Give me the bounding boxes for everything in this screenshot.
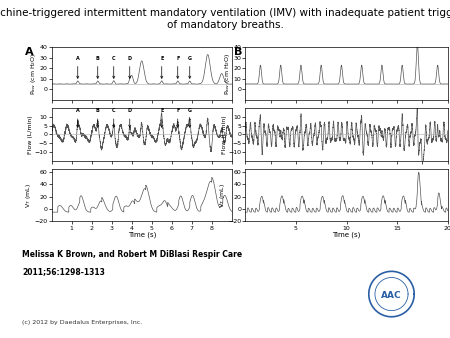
Text: E: E <box>160 56 163 78</box>
Text: E: E <box>160 108 163 127</box>
Text: B: B <box>96 56 99 78</box>
Text: C: C <box>112 56 116 78</box>
Y-axis label: Flow (L/min): Flow (L/min) <box>28 115 33 154</box>
Text: F: F <box>176 108 180 127</box>
Y-axis label: V$_T$ (mL): V$_T$ (mL) <box>217 183 226 208</box>
Y-axis label: Flow (L/min): Flow (L/min) <box>222 115 227 154</box>
Text: D: D <box>128 108 132 127</box>
Y-axis label: P$_{aw}$ (cm H$_2$O): P$_{aw}$ (cm H$_2$O) <box>223 52 232 95</box>
Text: Melissa K Brown, and Robert M DiBlasi Respir Care: Melissa K Brown, and Robert M DiBlasi Re… <box>22 250 243 259</box>
Text: A: A <box>76 108 80 127</box>
Text: (c) 2012 by Daedalus Enterprises, Inc.: (c) 2012 by Daedalus Enterprises, Inc. <box>22 320 143 325</box>
Text: C: C <box>112 108 116 127</box>
Text: 2011;56:1298-1313: 2011;56:1298-1313 <box>22 267 105 276</box>
Text: A: Machine-triggered intermittent mandatory ventilation (IMV) with inadequate pa: A: Machine-triggered intermittent mandat… <box>0 8 450 30</box>
X-axis label: Time (s): Time (s) <box>127 232 156 238</box>
Text: B: B <box>96 108 99 127</box>
Text: B: B <box>234 47 243 57</box>
Text: F: F <box>176 56 180 78</box>
Text: D: D <box>128 56 132 78</box>
Text: G: G <box>188 108 192 127</box>
Text: A: A <box>25 47 33 57</box>
Text: G: G <box>188 56 192 78</box>
Y-axis label: V$_T$ (mL): V$_T$ (mL) <box>24 183 33 208</box>
Text: A: A <box>76 56 80 78</box>
Y-axis label: P$_{aw}$ (cm H$_2$O): P$_{aw}$ (cm H$_2$O) <box>29 52 38 95</box>
Text: AAC: AAC <box>381 290 402 299</box>
X-axis label: Time (s): Time (s) <box>332 232 361 238</box>
